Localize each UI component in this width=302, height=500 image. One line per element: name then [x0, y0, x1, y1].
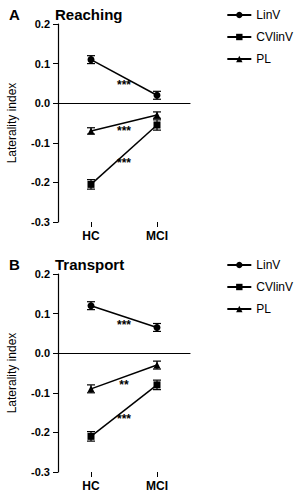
svg-text:CVlinV: CVlinV — [256, 30, 293, 44]
svg-text:B: B — [9, 256, 20, 273]
svg-text:0.0: 0.0 — [35, 97, 50, 109]
svg-text:LinV: LinV — [256, 8, 280, 22]
svg-text:0.2: 0.2 — [35, 18, 50, 30]
svg-text:PL: PL — [256, 52, 271, 66]
svg-text:Laterality index: Laterality index — [5, 83, 19, 164]
svg-text:-0.2: -0.2 — [31, 426, 50, 438]
svg-text:CVlinV: CVlinV — [256, 280, 293, 294]
svg-text:HC: HC — [82, 479, 100, 493]
svg-text:Reaching: Reaching — [55, 6, 123, 23]
svg-text:***: *** — [117, 156, 131, 170]
svg-text:***: *** — [117, 412, 131, 426]
svg-text:MCI: MCI — [146, 479, 168, 493]
svg-text:Transport: Transport — [55, 256, 124, 273]
svg-text:**: ** — [119, 378, 129, 392]
svg-text:A: A — [9, 6, 20, 23]
svg-text:0.0: 0.0 — [35, 347, 50, 359]
svg-text:-0.2: -0.2 — [31, 176, 50, 188]
svg-text:-0.1: -0.1 — [31, 387, 50, 399]
svg-text:-0.3: -0.3 — [31, 466, 50, 478]
svg-text:0.1: 0.1 — [35, 308, 50, 320]
svg-text:Laterality index: Laterality index — [5, 333, 19, 414]
svg-text:0.2: 0.2 — [35, 268, 50, 280]
svg-text:***: *** — [117, 318, 131, 332]
svg-text:0.1: 0.1 — [35, 58, 50, 70]
svg-text:MCI: MCI — [146, 229, 168, 243]
svg-text:***: *** — [117, 124, 131, 138]
svg-text:HC: HC — [82, 229, 100, 243]
svg-text:-0.3: -0.3 — [31, 216, 50, 228]
svg-text:PL: PL — [256, 302, 271, 316]
svg-text:***: *** — [117, 78, 131, 92]
svg-text:LinV: LinV — [256, 258, 280, 272]
svg-text:-0.1: -0.1 — [31, 137, 50, 149]
